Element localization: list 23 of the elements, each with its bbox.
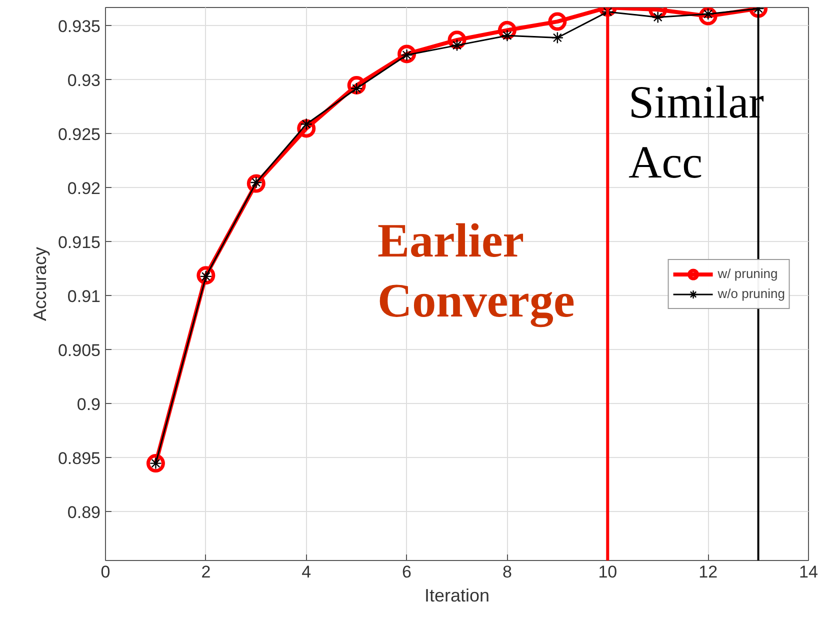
x-tick-label: 0: [100, 562, 110, 582]
x-axis-title: Iteration: [424, 586, 490, 606]
y-tick-label: 0.935: [58, 16, 101, 36]
y-tick-label: 0.89: [67, 502, 101, 522]
x-tick-label: 8: [502, 562, 512, 582]
x-tick-label: 6: [402, 562, 412, 582]
y-tick-label: 0.91: [67, 286, 101, 306]
x-tick-label: 10: [598, 562, 618, 582]
x-tick-label: 2: [201, 562, 211, 582]
y-tick-label: 0.895: [58, 448, 101, 468]
y-axis-title: Accuracy: [30, 246, 50, 322]
x-tick-label: 14: [799, 562, 818, 582]
annotation: Earlier Converge: [378, 214, 575, 328]
y-tick-label: 0.93: [67, 70, 101, 90]
y-tick-label: 0.92: [67, 178, 101, 198]
y-tick-label: 0.905: [58, 340, 101, 360]
legend-label: w/ pruning: [718, 266, 778, 281]
y-tick-label: 0.9: [76, 394, 101, 414]
y-tick-label: 0.925: [58, 124, 101, 144]
legend-label: w/o pruning: [718, 286, 785, 301]
y-tick-label: 0.915: [58, 232, 101, 252]
x-tick-label: 12: [698, 562, 718, 582]
x-tick-label: 4: [302, 562, 312, 582]
